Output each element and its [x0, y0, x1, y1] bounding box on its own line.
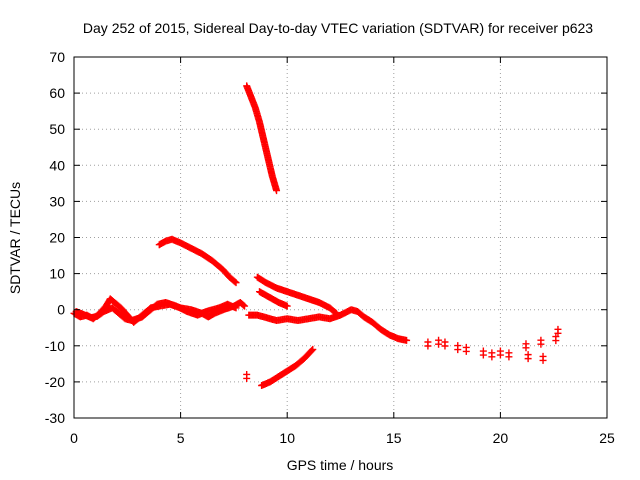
data-point — [231, 278, 239, 286]
y-tick-label: 10 — [49, 266, 65, 282]
data-point — [403, 336, 411, 344]
y-tick-label: 40 — [49, 157, 65, 173]
y-tick-label: -30 — [45, 410, 65, 426]
data-marks — [70, 82, 562, 390]
y-tick-label: -20 — [45, 374, 65, 390]
chart-title: Day 252 of 2015, Sidereal Day-to-day VTE… — [83, 20, 593, 36]
data-point — [232, 279, 240, 287]
x-tick-label: 20 — [493, 430, 509, 446]
data-point — [239, 301, 247, 309]
data-point — [283, 302, 291, 310]
data-point — [524, 355, 532, 363]
x-axis-label: GPS time / hours — [287, 457, 394, 473]
data-point — [273, 187, 281, 195]
data-point — [537, 340, 545, 348]
data-point — [232, 304, 240, 312]
axis-ticks: 0 5 10 15 20 25 -30 -20 -10 0 10 20 30 40 50 60 70 — [45, 49, 615, 446]
data-point — [496, 351, 504, 359]
y-tick-label: 60 — [49, 85, 65, 101]
x-tick-label: 5 — [177, 430, 185, 446]
x-tick-label: 0 — [70, 430, 78, 446]
data-point — [479, 351, 487, 359]
data-point — [309, 345, 317, 353]
data-point — [539, 356, 547, 364]
data-point — [435, 340, 443, 348]
y-axis-label: SDTVAR / TECUs — [7, 182, 23, 294]
data-point — [441, 342, 449, 350]
y-tick-label: 30 — [49, 193, 65, 209]
y-tick-label: 50 — [49, 121, 65, 137]
data-point — [554, 329, 562, 337]
data-point — [308, 346, 316, 354]
data-point — [424, 342, 432, 350]
data-point — [552, 337, 560, 345]
y-tick-label: -10 — [45, 338, 65, 354]
y-tick-label: 20 — [49, 230, 65, 246]
data-point — [522, 344, 530, 352]
x-tick-label: 10 — [279, 430, 295, 446]
data-point — [462, 347, 470, 355]
data-point — [243, 374, 251, 382]
data-point — [505, 353, 513, 361]
x-tick-label: 25 — [599, 430, 615, 446]
data-point — [241, 302, 249, 310]
x-tick-label: 15 — [386, 430, 402, 446]
plot-border — [73, 56, 608, 419]
grid — [74, 57, 607, 418]
y-tick-label: 70 — [49, 49, 65, 65]
y-tick-label: 0 — [57, 302, 65, 318]
data-point — [488, 353, 496, 361]
data-point — [454, 346, 462, 354]
